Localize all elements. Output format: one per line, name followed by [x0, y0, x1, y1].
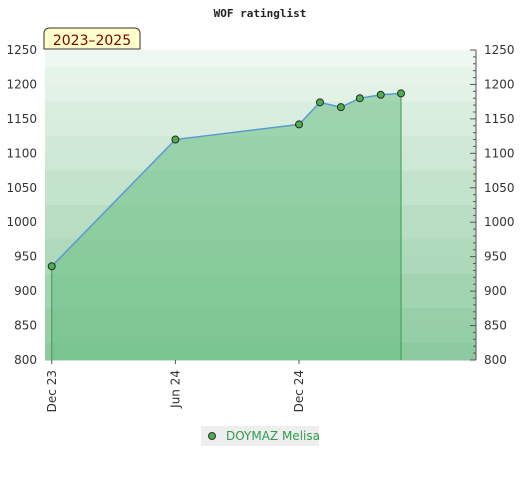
background-band	[45, 101, 476, 120]
axes: 800 800 850 850 900 900 950 950 1000 1000 1050 1050…	[6, 43, 514, 412]
y-tick-label-right: 1100	[484, 146, 515, 160]
y-tick-label-right: 850	[484, 319, 507, 333]
background-band	[45, 50, 476, 68]
legend-box	[201, 426, 319, 446]
area-layer	[51, 92, 402, 361]
x-tick-label: Jun 24	[168, 370, 182, 409]
legend-marker-icon	[208, 432, 216, 440]
y-tick-label-left: 800	[14, 353, 37, 367]
y-tick-label-left: 1150	[6, 112, 37, 126]
y-tick-label-right: 800	[484, 353, 507, 367]
data-point[interactable]	[376, 90, 385, 99]
y-tick-label-left: 1250	[6, 43, 37, 57]
legend-label: DOYMAZ Melisa	[226, 429, 320, 443]
data-point[interactable]	[336, 103, 345, 112]
y-tick-label-right: 1200	[484, 77, 515, 91]
data-point[interactable]	[295, 120, 304, 129]
background-band	[45, 84, 476, 103]
data-point[interactable]	[355, 94, 364, 103]
y-tick-label-left: 1050	[6, 181, 37, 195]
y-tick-label-left: 900	[14, 284, 37, 298]
y-tick-label-left: 1200	[6, 77, 37, 91]
y-tick-label-left: 950	[14, 250, 37, 264]
background-band	[45, 67, 476, 85]
y-tick-label-right: 1250	[484, 43, 515, 57]
y-tick-label-left: 850	[14, 319, 37, 333]
badge-background	[43, 27, 141, 50]
y-tick-label-right: 1150	[484, 112, 515, 126]
y-tick-label-right: 900	[484, 284, 507, 298]
series-area	[51, 93, 402, 361]
x-tick-label: Dec 24	[292, 370, 306, 412]
legend[interactable]: DOYMAZ Melisa	[201, 426, 320, 446]
data-point[interactable]	[171, 135, 180, 144]
y-tick-label-right: 1050	[484, 181, 515, 195]
y-tick-label-left: 1100	[6, 146, 37, 160]
chart-title: WOF ratinglist	[214, 7, 307, 20]
markers	[47, 89, 406, 271]
data-point[interactable]	[47, 262, 56, 271]
data-point[interactable]	[397, 89, 406, 98]
year-range-badge: 2023–2025	[43, 27, 141, 50]
y-tick-label-right: 950	[484, 250, 507, 264]
y-tick-label-left: 1000	[6, 215, 37, 229]
x-tick-label: Dec 23	[45, 370, 59, 412]
badge-text: 2023–2025	[53, 33, 131, 49]
data-point[interactable]	[315, 98, 324, 107]
y-tick-label-right: 1000	[484, 215, 515, 229]
